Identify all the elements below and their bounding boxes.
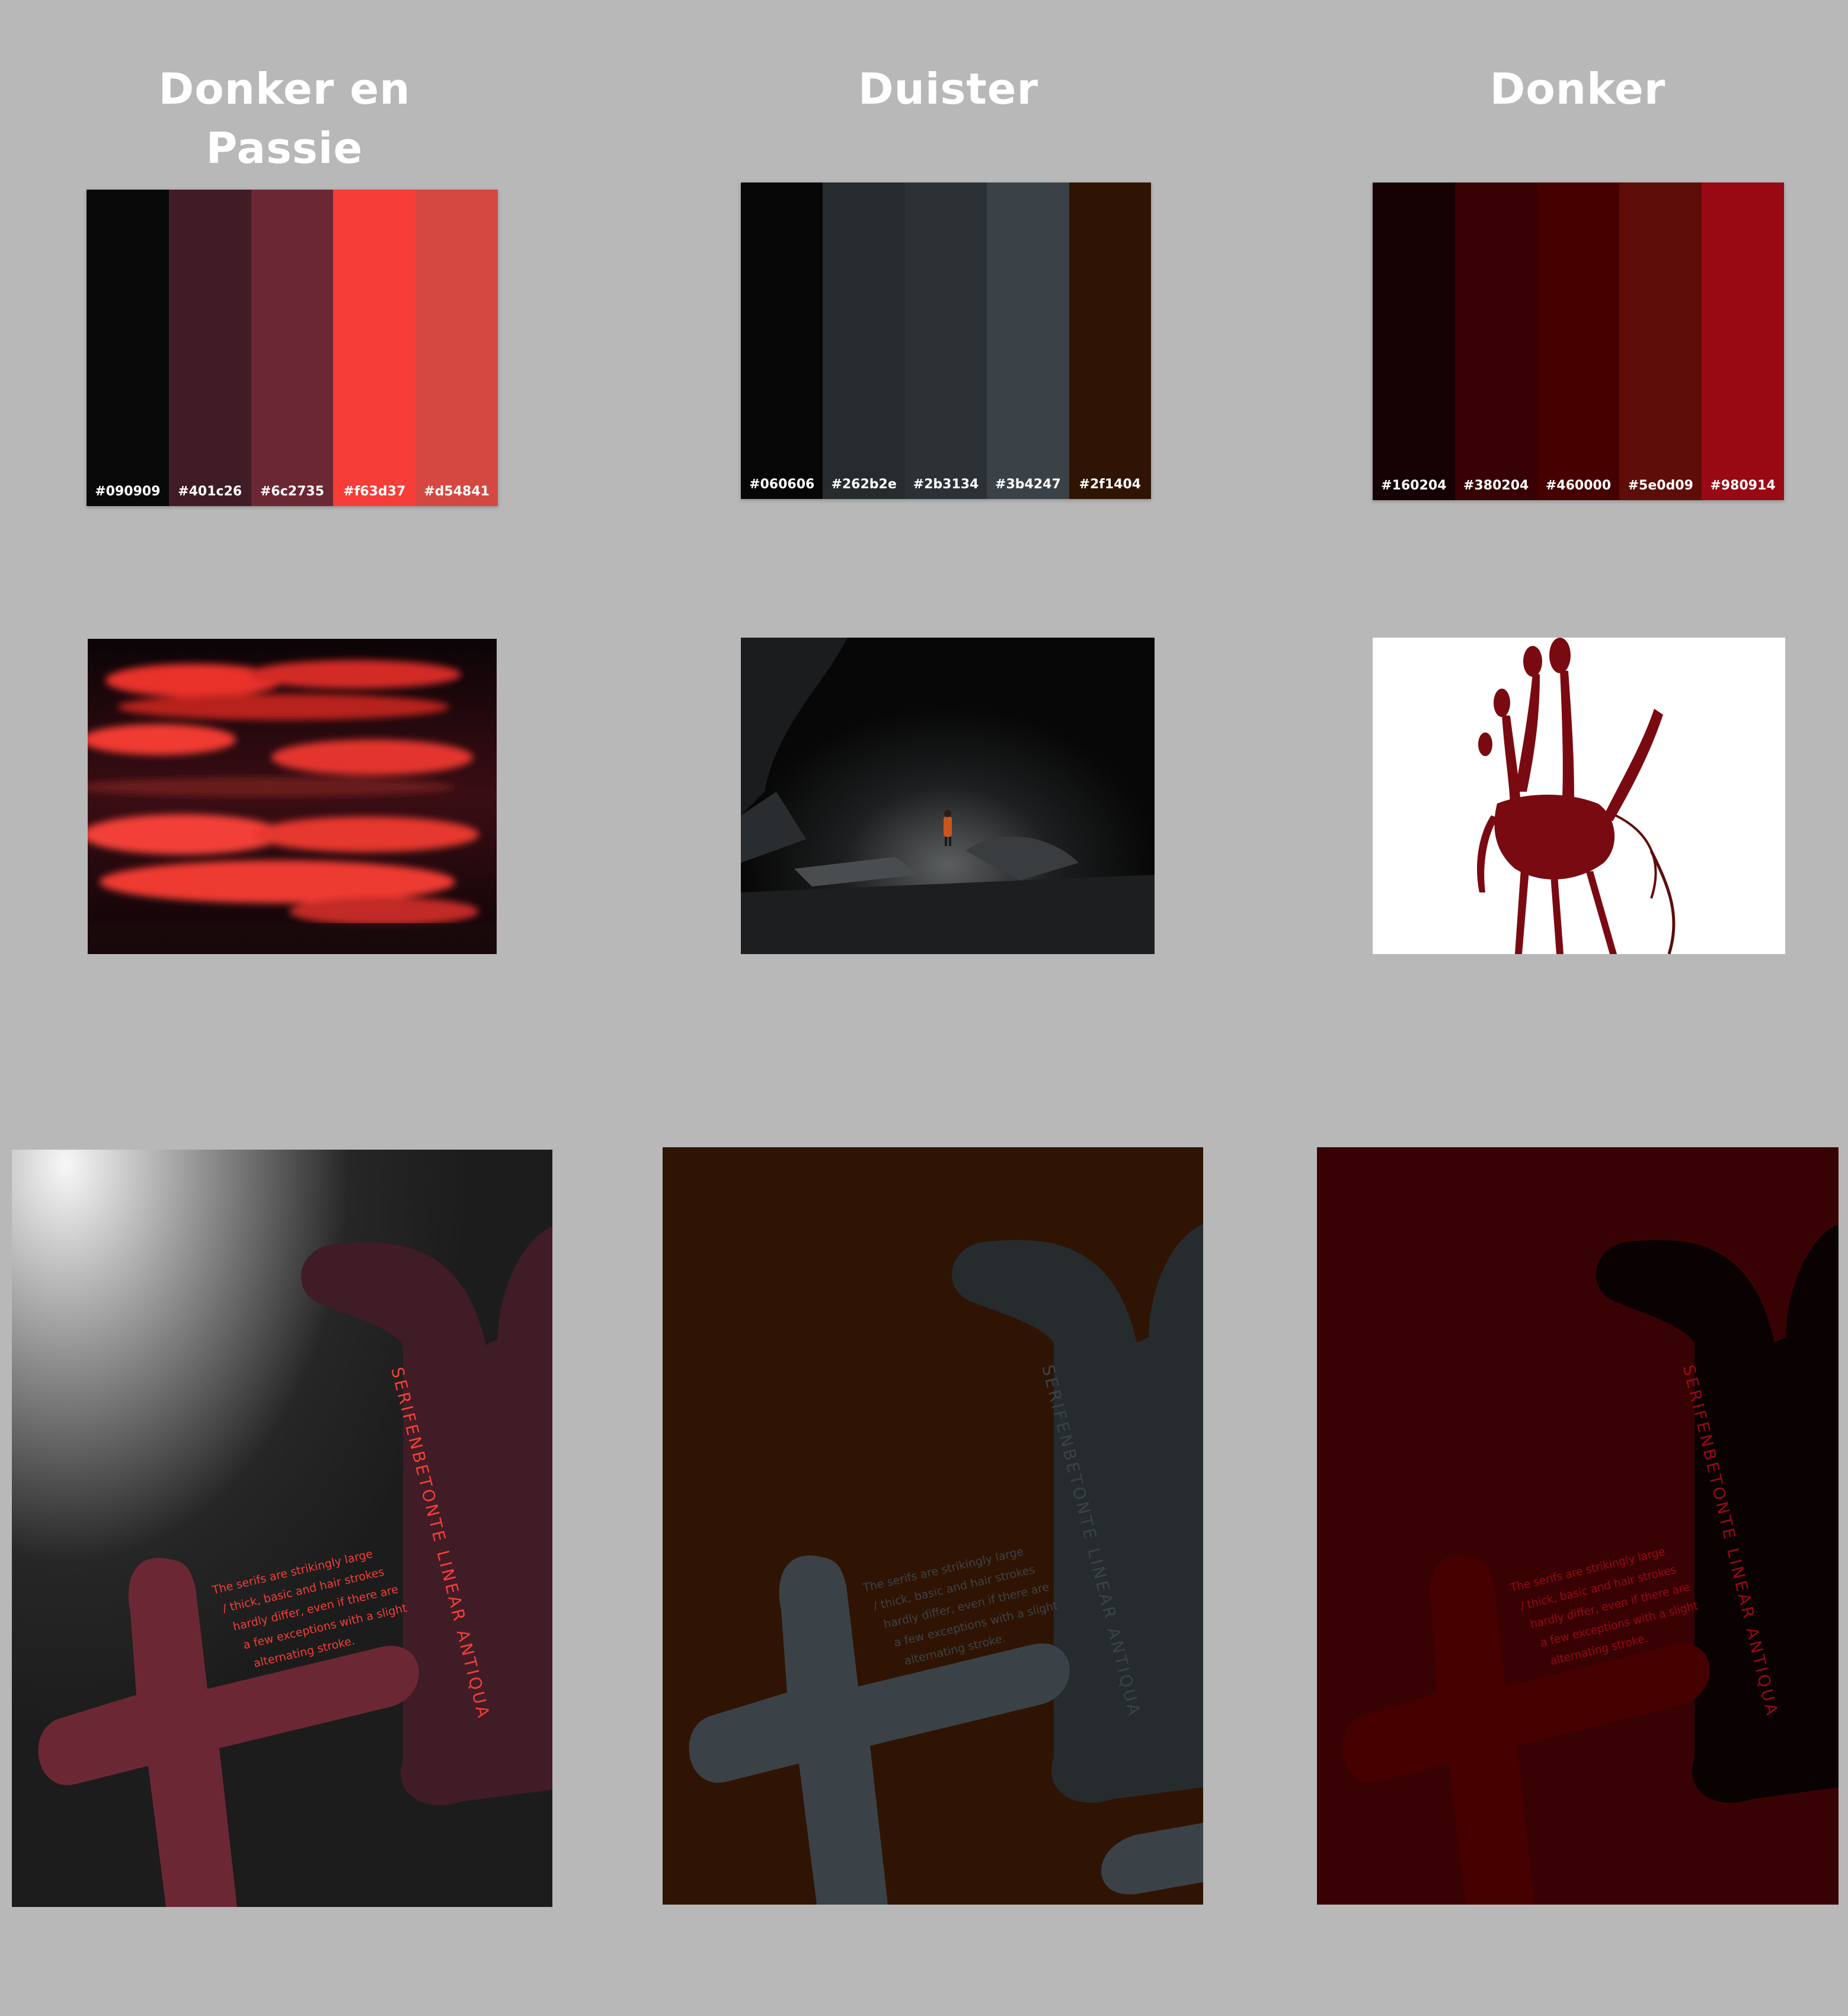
color-swatch: #3b4247 [987,183,1069,499]
hex-code-label: #401c26 [178,484,242,499]
hex-code-label: #5e0d09 [1628,478,1693,493]
letter-r-tail-shape [1101,1823,1203,1895]
bloody-hand-icon [1373,638,1785,954]
hex-code-label: #380204 [1463,478,1529,493]
color-swatch: #090909 [87,190,169,506]
column-title: Donker en Passie [158,64,411,173]
color-swatch: #160204 [1373,183,1455,500]
mood-photo [741,638,1155,954]
column-title: Donker [1489,64,1666,114]
poster: SERIFENBETONTE LINEAR ANTIQUA The serifs… [663,1147,1203,1905]
color-palette: #090909 #401c26 #6c2735 #f63d37 #d54841 [87,190,498,506]
letter-r-shape [1596,1224,1839,1803]
hex-code-label: #2f1404 [1079,477,1142,492]
color-swatch: #460000 [1537,183,1620,500]
color-swatch: #6c2735 [251,190,334,506]
color-swatch: #980914 [1702,183,1784,500]
color-swatch: #380204 [1454,183,1537,500]
poster-artwork: SERIFENBETONTE LINEAR ANTIQUA The serifs… [663,1147,1203,1905]
hex-code-label: #d54841 [424,484,490,499]
hex-code-label: #6c2735 [260,484,324,499]
hex-code-label: #f63d37 [343,484,406,499]
color-swatch: #2f1404 [1069,183,1151,499]
hex-code-label: #980914 [1710,478,1776,493]
red-clouds-painting-icon [88,639,497,954]
hex-code-label: #090909 [95,484,161,499]
poster: SERIFENBETONTE LINEAR ANTIQUA The serifs… [1317,1147,1839,1905]
dark-cave-with-figure-icon [741,638,1155,954]
poster-artwork: SERIFENBETONTE LINEAR ANTIQUA The serifs… [1317,1147,1839,1905]
color-swatch: #d54841 [415,190,498,506]
letter-r-shape [300,1227,552,1806]
cross-shape [38,1557,419,1907]
color-palette: #160204 #380204 #460000 #5e0d09 #980914 [1373,183,1784,500]
hex-code-label: #060606 [749,477,815,492]
color-swatch: #262b2e [823,183,905,499]
letter-r-shape [951,1224,1203,1803]
mood-photo [88,639,497,954]
hex-code-label: #160204 [1381,478,1447,493]
hex-code-label: #460000 [1545,478,1612,493]
cross-shape [689,1555,1070,1905]
color-swatch: #060606 [741,183,823,499]
color-swatch: #5e0d09 [1619,183,1702,500]
color-swatch: #401c26 [168,190,251,506]
color-palette: #060606 #262b2e #2b3134 #3b4247 #2f1404 [741,183,1151,499]
color-swatch: #2b3134 [904,183,987,499]
column-title: Duister [858,64,1039,114]
poster: SERIFENBETONTE LINEAR ANTIQUA The serifs… [12,1150,552,1907]
hex-code-label: #2b3134 [913,477,979,492]
poster-artwork: SERIFENBETONTE LINEAR ANTIQUA The serifs… [12,1150,552,1907]
hex-code-label: #3b4247 [995,477,1061,492]
mood-photo [1373,638,1785,954]
hex-code-label: #262b2e [831,477,897,492]
cross-shape [1342,1555,1710,1905]
color-swatch: #f63d37 [333,190,416,506]
